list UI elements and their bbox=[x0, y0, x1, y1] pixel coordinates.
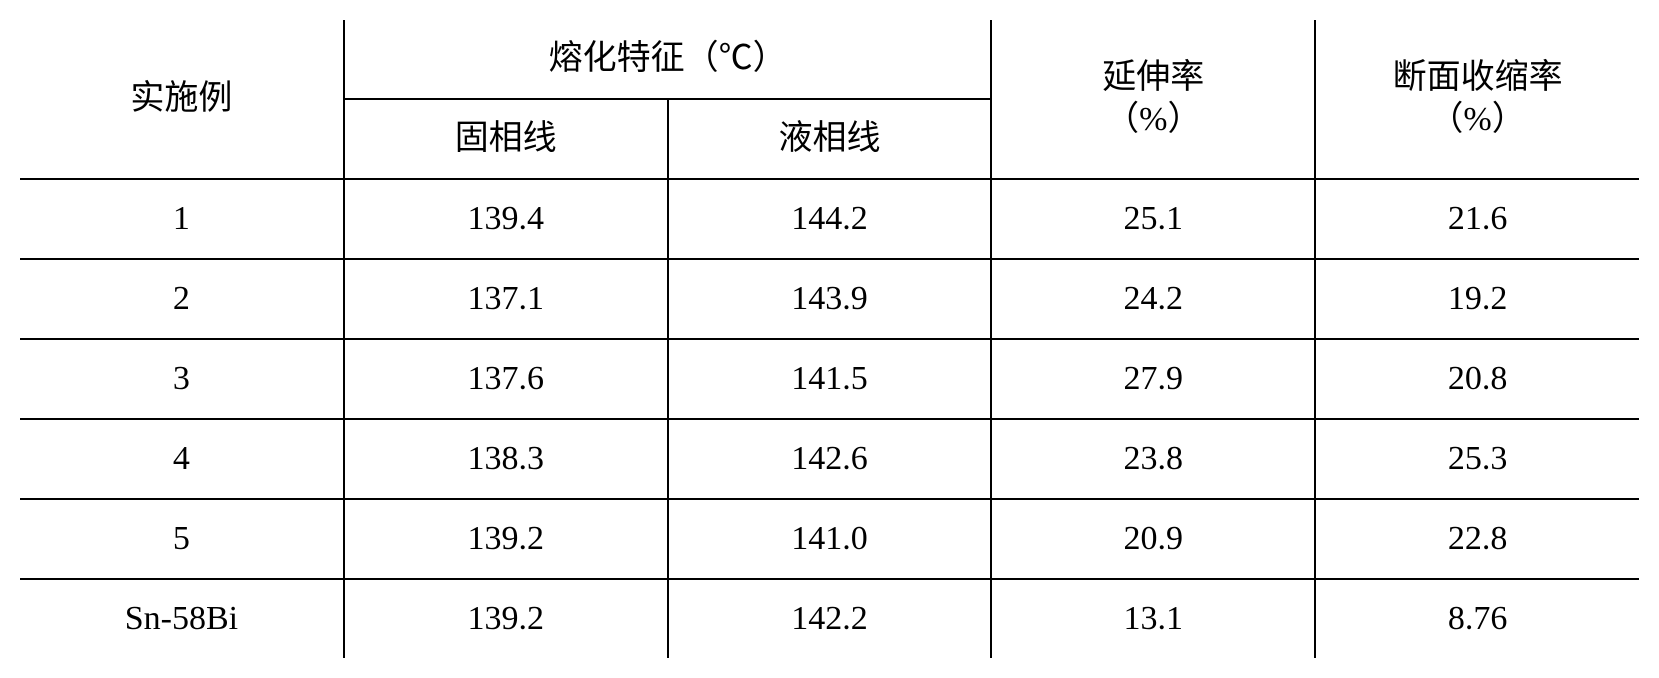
cell-liquidus: 142.2 bbox=[668, 579, 992, 658]
cell-example: 2 bbox=[20, 259, 344, 339]
col-header-liquidus: 液相线 bbox=[668, 99, 992, 179]
table-row: Sn-58Bi 139.2 142.2 13.1 8.76 bbox=[20, 579, 1639, 658]
cell-elongation: 13.1 bbox=[991, 579, 1315, 658]
data-table: 实施例 熔化特征（℃） 延伸率（%） 断面收缩率（%） 固相线 液相线 1 13… bbox=[20, 20, 1639, 658]
cell-example: 5 bbox=[20, 499, 344, 579]
table-head: 实施例 熔化特征（℃） 延伸率（%） 断面收缩率（%） 固相线 液相线 bbox=[20, 20, 1639, 179]
cell-reduction: 22.8 bbox=[1315, 499, 1639, 579]
cell-reduction: 8.76 bbox=[1315, 579, 1639, 658]
header-row-1: 实施例 熔化特征（℃） 延伸率（%） 断面收缩率（%） bbox=[20, 20, 1639, 99]
table-row: 2 137.1 143.9 24.2 19.2 bbox=[20, 259, 1639, 339]
cell-example: 1 bbox=[20, 179, 344, 259]
table-row: 1 139.4 144.2 25.1 21.6 bbox=[20, 179, 1639, 259]
data-table-container: 实施例 熔化特征（℃） 延伸率（%） 断面收缩率（%） 固相线 液相线 1 13… bbox=[20, 20, 1639, 658]
cell-example: Sn-58Bi bbox=[20, 579, 344, 658]
cell-solidus: 137.6 bbox=[344, 339, 668, 419]
cell-elongation: 20.9 bbox=[991, 499, 1315, 579]
cell-solidus: 138.3 bbox=[344, 419, 668, 499]
cell-liquidus: 144.2 bbox=[668, 179, 992, 259]
cell-reduction: 20.8 bbox=[1315, 339, 1639, 419]
cell-solidus: 137.1 bbox=[344, 259, 668, 339]
table-body: 1 139.4 144.2 25.1 21.6 2 137.1 143.9 24… bbox=[20, 179, 1639, 658]
cell-elongation: 27.9 bbox=[991, 339, 1315, 419]
table-row: 4 138.3 142.6 23.8 25.3 bbox=[20, 419, 1639, 499]
col-header-melt-group: 熔化特征（℃） bbox=[344, 20, 992, 99]
cell-elongation: 25.1 bbox=[991, 179, 1315, 259]
cell-liquidus: 141.0 bbox=[668, 499, 992, 579]
cell-elongation: 24.2 bbox=[991, 259, 1315, 339]
cell-liquidus: 142.6 bbox=[668, 419, 992, 499]
col-header-elongation: 延伸率（%） bbox=[991, 20, 1315, 179]
col-header-reduction: 断面收缩率（%） bbox=[1315, 20, 1639, 179]
cell-reduction: 19.2 bbox=[1315, 259, 1639, 339]
cell-example: 3 bbox=[20, 339, 344, 419]
cell-reduction: 21.6 bbox=[1315, 179, 1639, 259]
col-header-solidus: 固相线 bbox=[344, 99, 668, 179]
cell-liquidus: 141.5 bbox=[668, 339, 992, 419]
table-row: 3 137.6 141.5 27.9 20.8 bbox=[20, 339, 1639, 419]
cell-example: 4 bbox=[20, 419, 344, 499]
cell-solidus: 139.2 bbox=[344, 499, 668, 579]
cell-solidus: 139.2 bbox=[344, 579, 668, 658]
cell-solidus: 139.4 bbox=[344, 179, 668, 259]
cell-elongation: 23.8 bbox=[991, 419, 1315, 499]
table-row: 5 139.2 141.0 20.9 22.8 bbox=[20, 499, 1639, 579]
cell-reduction: 25.3 bbox=[1315, 419, 1639, 499]
cell-liquidus: 143.9 bbox=[668, 259, 992, 339]
col-header-example: 实施例 bbox=[20, 20, 344, 179]
